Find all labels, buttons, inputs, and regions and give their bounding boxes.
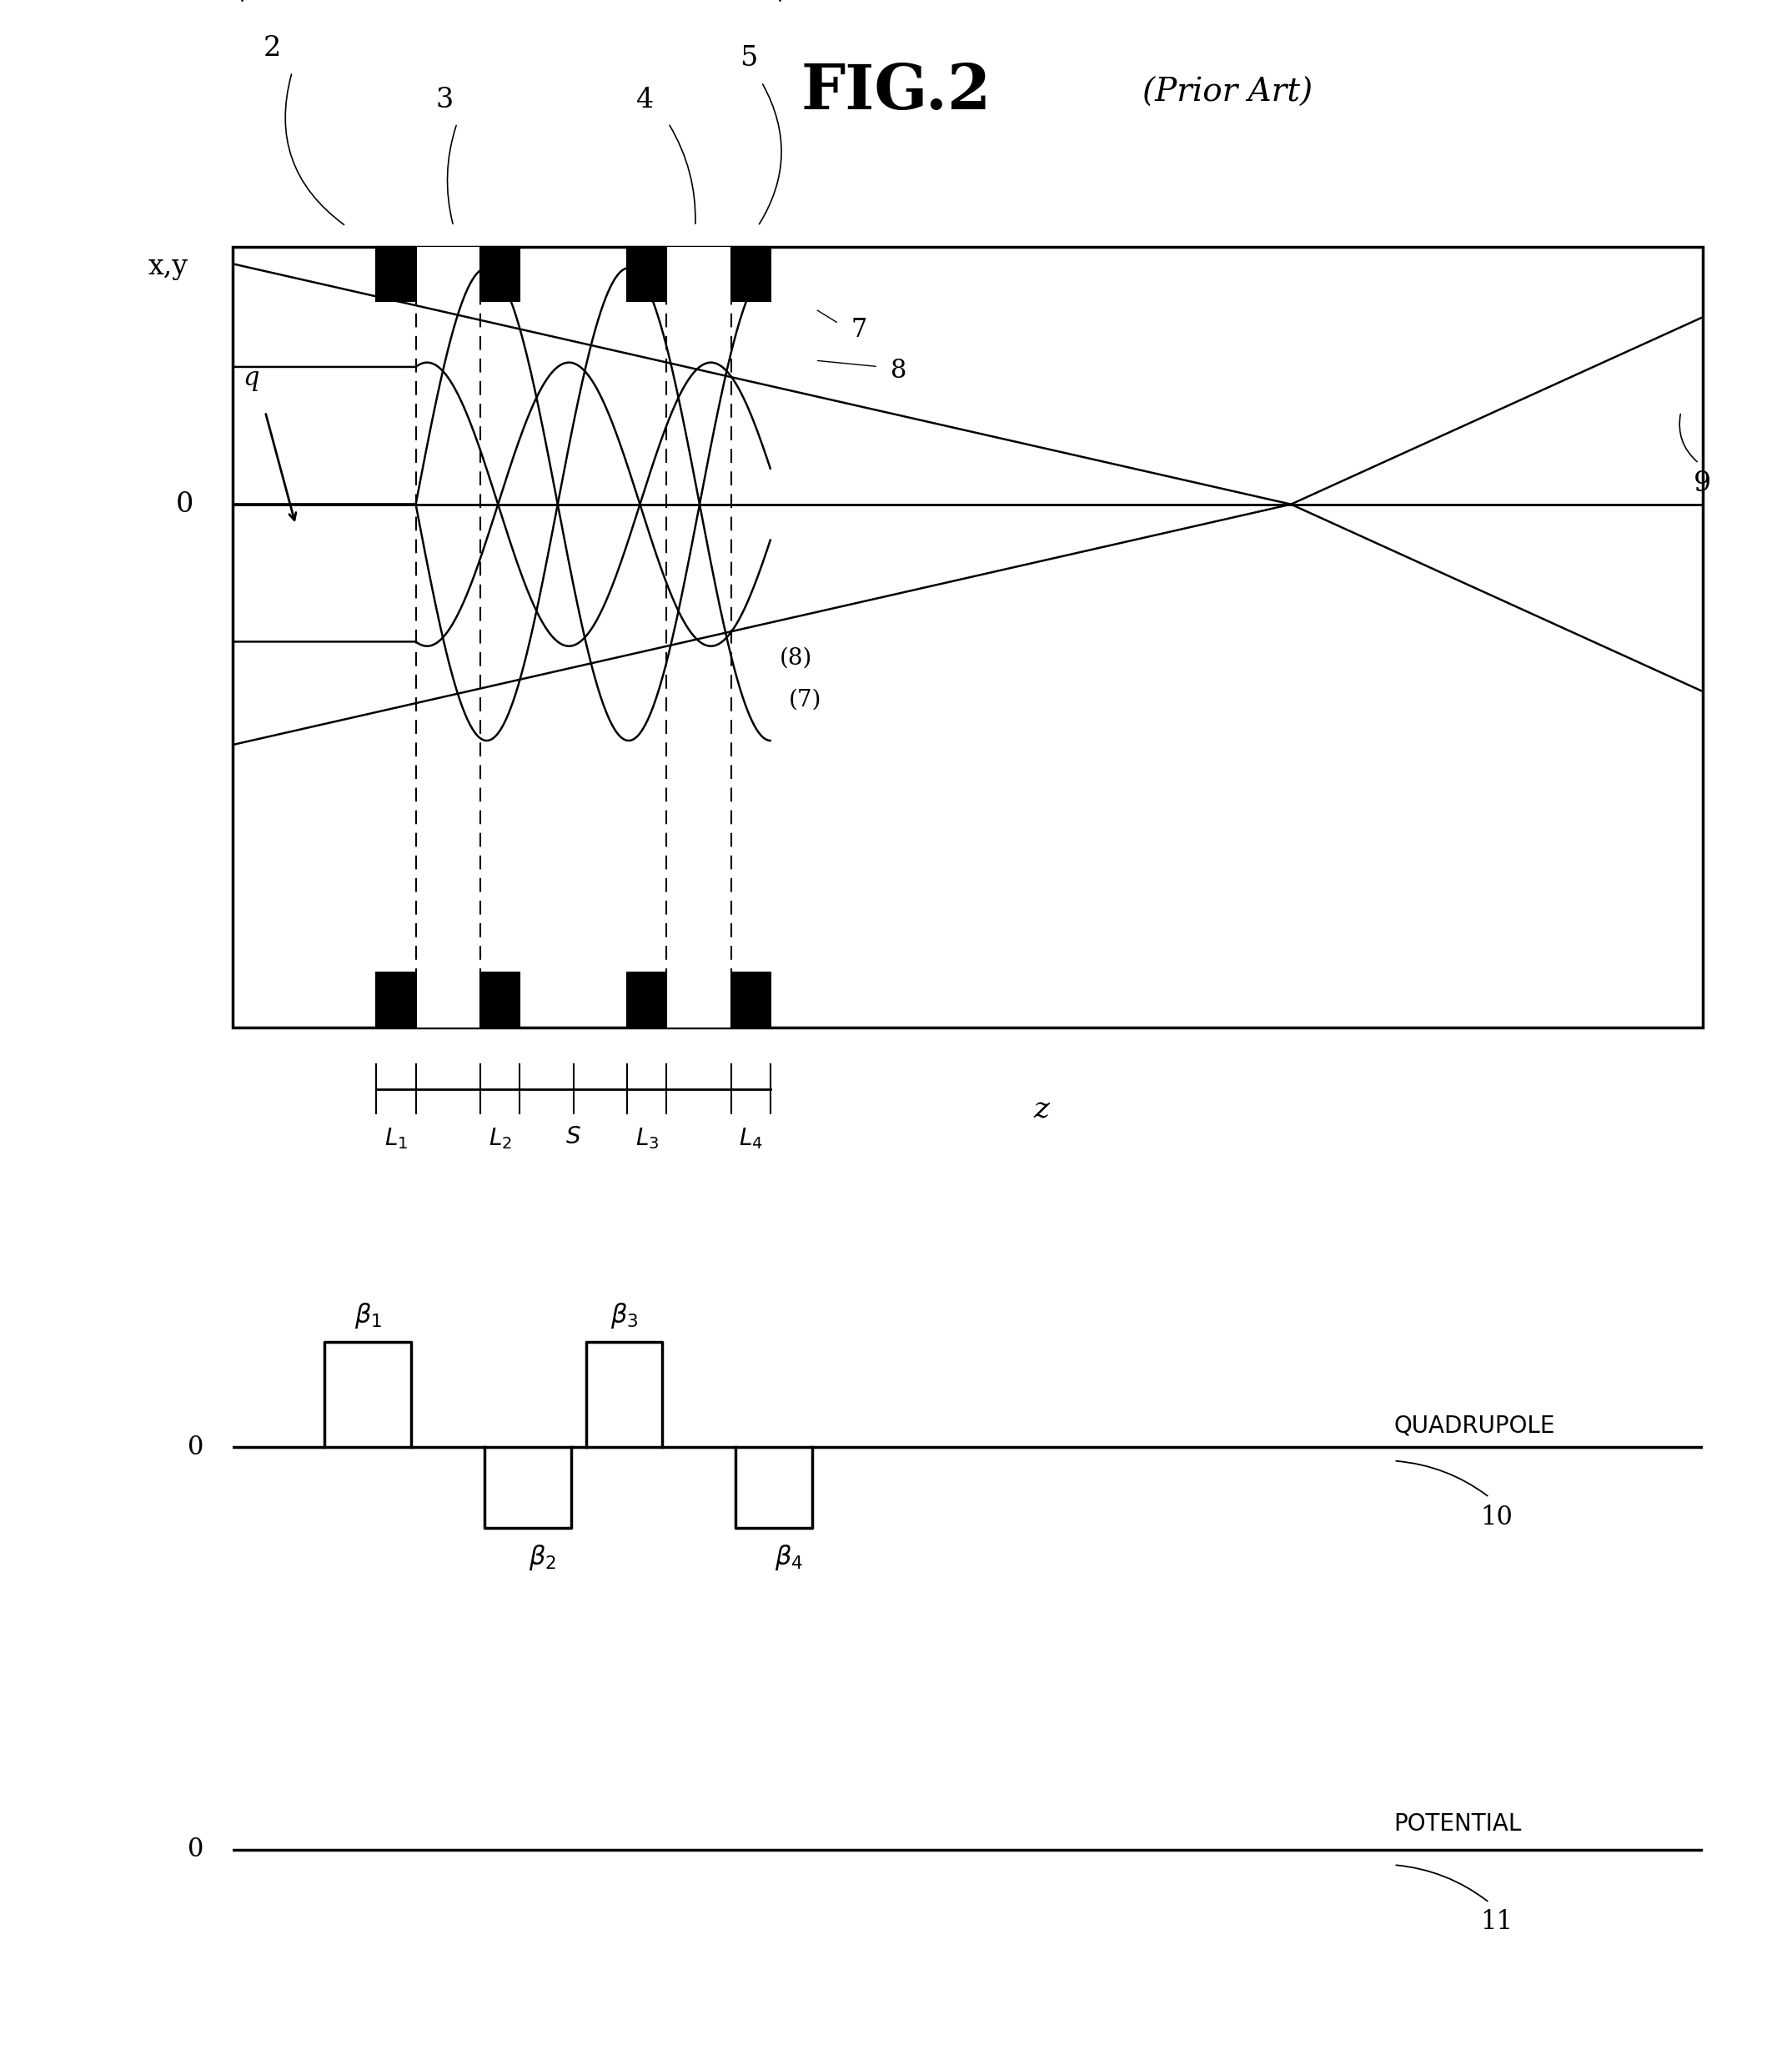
Bar: [416, 972, 480, 1028]
Text: $\beta_4$: $\beta_4$: [774, 1543, 803, 1572]
Text: (Prior Art): (Prior Art): [1143, 76, 1312, 109]
Bar: [480, 247, 520, 302]
Text: 0: 0: [188, 1434, 204, 1461]
Bar: [480, 972, 520, 1028]
Bar: [416, 247, 480, 302]
Text: 8: 8: [891, 358, 907, 384]
Text: z: z: [1034, 1095, 1048, 1124]
Text: q: q: [242, 366, 260, 390]
Text: 5: 5: [740, 45, 758, 72]
Text: $L_1$: $L_1$: [383, 1126, 409, 1151]
Text: 9: 9: [1693, 471, 1711, 497]
Bar: [233, 247, 1702, 1028]
Text: $\beta_2$: $\beta_2$: [529, 1543, 557, 1572]
Text: $\beta_3$: $\beta_3$: [609, 1301, 638, 1330]
Bar: [627, 247, 667, 302]
Bar: [376, 972, 416, 1028]
Text: 3: 3: [435, 86, 453, 113]
Text: QUADRUPOLE: QUADRUPOLE: [1394, 1414, 1555, 1438]
Text: $\beta_1$: $\beta_1$: [355, 1301, 382, 1330]
Text: (7): (7): [788, 688, 821, 711]
Text: $S$: $S$: [566, 1126, 581, 1149]
Text: FIG.2: FIG.2: [801, 62, 991, 123]
Text: $L_3$: $L_3$: [634, 1126, 659, 1151]
Text: 0: 0: [176, 491, 194, 518]
Bar: [731, 972, 771, 1028]
Text: (8): (8): [780, 647, 812, 670]
Text: 0: 0: [188, 1837, 204, 1862]
Bar: [627, 972, 667, 1028]
Bar: [667, 972, 731, 1028]
Bar: [667, 247, 731, 302]
Text: 4: 4: [636, 86, 654, 113]
Text: 10: 10: [1480, 1504, 1512, 1531]
Text: x,y: x,y: [149, 255, 188, 279]
Text: $L_4$: $L_4$: [738, 1126, 763, 1151]
Bar: [731, 247, 771, 302]
Text: 11: 11: [1480, 1909, 1512, 1936]
Text: 7: 7: [851, 316, 867, 343]
Text: 2: 2: [263, 35, 281, 62]
Bar: [376, 247, 416, 302]
Text: POTENTIAL: POTENTIAL: [1394, 1813, 1521, 1835]
Text: $L_2$: $L_2$: [489, 1126, 511, 1151]
